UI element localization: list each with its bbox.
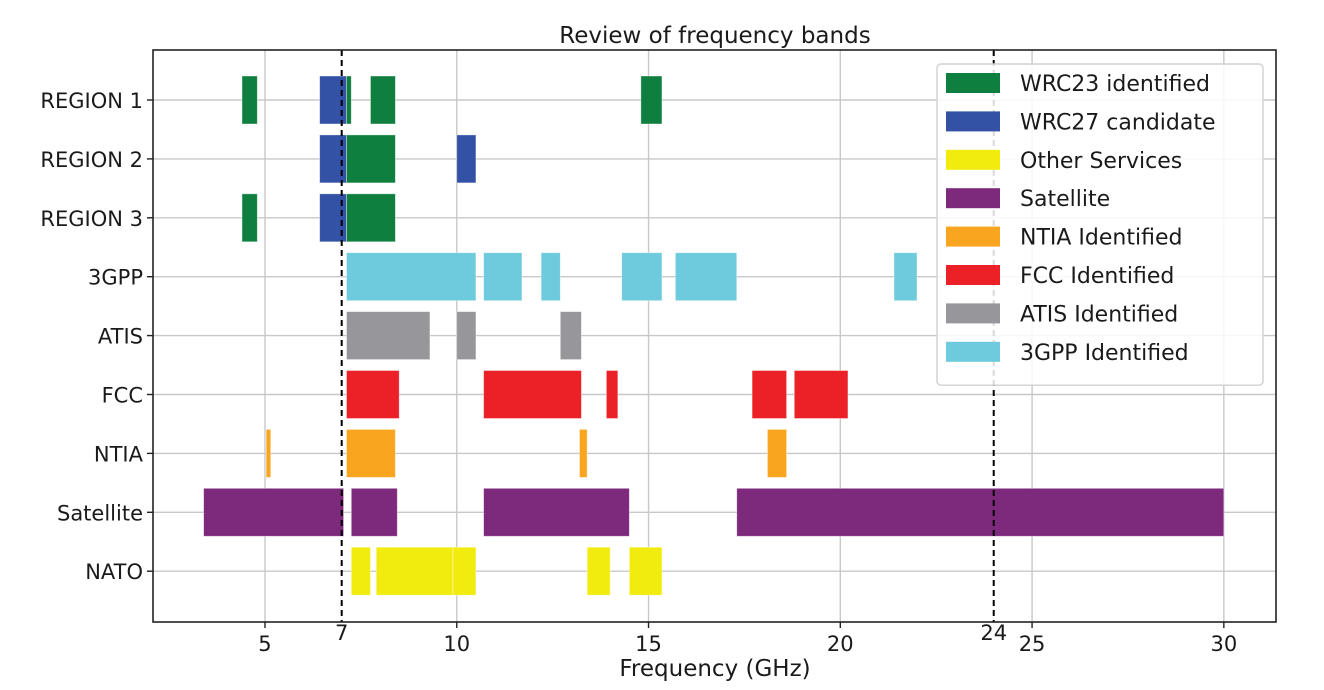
legend-label: WRC27 candidate bbox=[1020, 110, 1216, 135]
band-bar-ntia-ntia-identified bbox=[767, 428, 788, 478]
band-bar-region-1-wrc23-identified bbox=[640, 75, 663, 125]
legend-box bbox=[936, 63, 1264, 386]
y-tick-label-region-2: REGION 2 bbox=[40, 148, 143, 172]
band-bar-nato-other-services bbox=[586, 546, 611, 596]
legend-label: NTIA Identified bbox=[1020, 226, 1182, 251]
band-bar-fcc-fcc-identified bbox=[483, 370, 582, 419]
legend-item-fcc-identified: FCC Identified bbox=[946, 264, 1174, 289]
band-bar-satellite-satellite bbox=[736, 487, 1225, 537]
band-bar-fcc-fcc-identified bbox=[346, 370, 400, 419]
x-tick-label: 30 bbox=[1210, 632, 1237, 656]
legend: WRC23 identified WRC27 candidate Other Ser… bbox=[936, 63, 1264, 386]
band-bar-region-1-wrc23-identified bbox=[346, 75, 352, 125]
legend-swatch bbox=[946, 265, 1000, 285]
legend-item-satellite: Satellite bbox=[946, 187, 1110, 212]
band-bar-nato-other-services bbox=[452, 546, 477, 596]
x-axis-ticks: 5 10 15 20 25 30 bbox=[258, 622, 1237, 656]
legend-label: WRC23 identified bbox=[1020, 72, 1210, 97]
legend-item-wrc27-candidate: WRC27 candidate bbox=[946, 110, 1216, 135]
y-tick-label-satellite: Satellite bbox=[57, 501, 143, 525]
x-tick-label: 15 bbox=[635, 632, 662, 656]
y-tick-label-atis: ATIS bbox=[98, 325, 143, 349]
y-tick-label-3gpp: 3GPP bbox=[88, 266, 143, 290]
y-tick-label-region-3: REGION 3 bbox=[40, 207, 143, 231]
y-axis-ticks: REGION 1 REGION 2 REGION 3 3GPP ATIS FCC NTIA S… bbox=[40, 89, 153, 584]
legend-swatch bbox=[946, 188, 1000, 209]
legend-item-atis-identified: ATIS Identified bbox=[946, 302, 1178, 327]
y-tick-label-region-1: REGION 1 bbox=[40, 89, 143, 113]
band-bar-atis-atis-identified bbox=[559, 311, 582, 361]
band-bar-ntia-ntia-identified bbox=[346, 428, 396, 478]
band-bar-3gpp-3gpp-identified bbox=[674, 252, 738, 302]
vline-label-7: 7 bbox=[335, 621, 348, 645]
legend-label: Satellite bbox=[1020, 187, 1110, 212]
legend-label: FCC Identified bbox=[1020, 264, 1174, 289]
band-bar-nato-other-services bbox=[628, 546, 663, 596]
band-bar-atis-atis-identified bbox=[346, 311, 431, 361]
x-tick-label: 20 bbox=[827, 632, 854, 656]
band-bar-satellite-satellite bbox=[483, 487, 630, 537]
y-tick-label-ntia: NTIA bbox=[94, 442, 144, 466]
x-tick-label: 10 bbox=[443, 632, 470, 656]
legend-item-wrc23-identified: WRC23 identified bbox=[946, 72, 1210, 97]
y-tick-label-fcc: FCC bbox=[102, 384, 143, 408]
legend-swatch bbox=[946, 149, 1000, 170]
chart-title: Review of frequency bands bbox=[559, 23, 870, 49]
band-bar-region-3-wrc23-identified bbox=[241, 193, 258, 243]
legend-swatch bbox=[946, 303, 1000, 324]
legend-item-ntia-identified: NTIA Identified bbox=[946, 226, 1182, 251]
x-tick-label: 5 bbox=[258, 632, 271, 656]
band-bar-ntia-ntia-identified bbox=[579, 428, 588, 478]
legend-label: Other Services bbox=[1020, 149, 1182, 174]
x-axis-label: Frequency (GHz) bbox=[619, 656, 810, 682]
band-bar-satellite-satellite bbox=[203, 487, 345, 537]
band-bar-region-3-wrc23-identified bbox=[346, 193, 396, 243]
band-bar-3gpp-3gpp-identified bbox=[621, 252, 663, 302]
band-bar-3gpp-3gpp-identified bbox=[540, 252, 561, 302]
band-bar-3gpp-3gpp-identified bbox=[483, 252, 523, 302]
band-bar-region-1-wrc23-identified bbox=[241, 75, 258, 125]
legend-label: 3GPP Identified bbox=[1020, 341, 1189, 366]
band-bar-3gpp-3gpp-identified bbox=[346, 252, 477, 302]
legend-label: ATIS Identified bbox=[1020, 302, 1178, 327]
y-tick-label-nato: NATO bbox=[85, 560, 143, 584]
vline-label-24: 24 bbox=[980, 621, 1007, 645]
band-bar-ntia-ntia-identified bbox=[265, 428, 272, 478]
band-bar-nato-other-services bbox=[375, 546, 454, 596]
band-bar-fcc-fcc-identified bbox=[793, 370, 849, 419]
band-bar-atis-atis-identified bbox=[456, 311, 477, 361]
band-bar-fcc-fcc-identified bbox=[751, 370, 788, 419]
band-bar-region-2-wrc27-candidate bbox=[456, 134, 477, 184]
band-bar-3gpp-3gpp-identified bbox=[893, 252, 918, 302]
band-bars bbox=[203, 75, 1225, 596]
band-bar-region-2-wrc23-identified bbox=[346, 134, 396, 184]
legend-item-3gpp-identified: 3GPP Identified bbox=[946, 341, 1189, 366]
x-tick-label: 25 bbox=[1019, 632, 1046, 656]
legend-swatch bbox=[946, 111, 1000, 132]
band-bar-region-1-wrc23-identified bbox=[370, 75, 396, 125]
band-bar-satellite-satellite bbox=[350, 487, 398, 537]
legend-swatch bbox=[946, 226, 1000, 247]
legend-swatch bbox=[946, 341, 1000, 362]
legend-swatch bbox=[946, 73, 1000, 93]
legend-item-other-services: Other Services bbox=[946, 149, 1182, 174]
band-bar-fcc-fcc-identified bbox=[605, 370, 619, 419]
band-bar-nato-other-services bbox=[350, 546, 371, 596]
